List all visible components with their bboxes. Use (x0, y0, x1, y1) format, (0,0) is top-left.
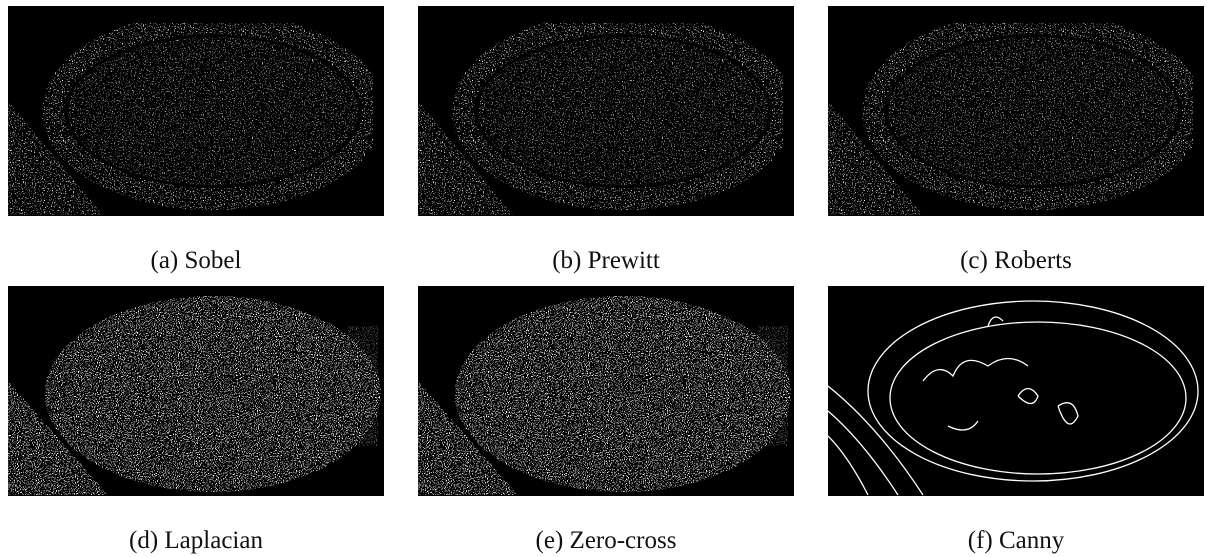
panel: (b) Prewitt (418, 6, 794, 276)
caption: (e) Zero-cross (418, 526, 794, 556)
panel: (c) Roberts (828, 6, 1204, 276)
edge-image (418, 286, 794, 496)
figure-page: (a) Sobel (b) Prewitt (c) Roberts (d) La… (0, 0, 1209, 557)
caption: (a) Sobel (8, 246, 384, 276)
panel: (f) Canny (828, 286, 1204, 556)
edge-image (828, 286, 1204, 496)
panel: (e) Zero-cross (418, 286, 794, 556)
caption: (d) Laplacian (8, 526, 384, 556)
caption: (b) Prewitt (418, 246, 794, 276)
caption: (f) Canny (828, 526, 1204, 556)
caption: (c) Roberts (828, 246, 1204, 276)
edge-image (828, 6, 1204, 216)
edge-image (8, 6, 384, 216)
panel: (a) Sobel (8, 6, 384, 276)
panel: (d) Laplacian (8, 286, 384, 556)
edge-image (418, 6, 794, 216)
edge-image (8, 286, 384, 496)
